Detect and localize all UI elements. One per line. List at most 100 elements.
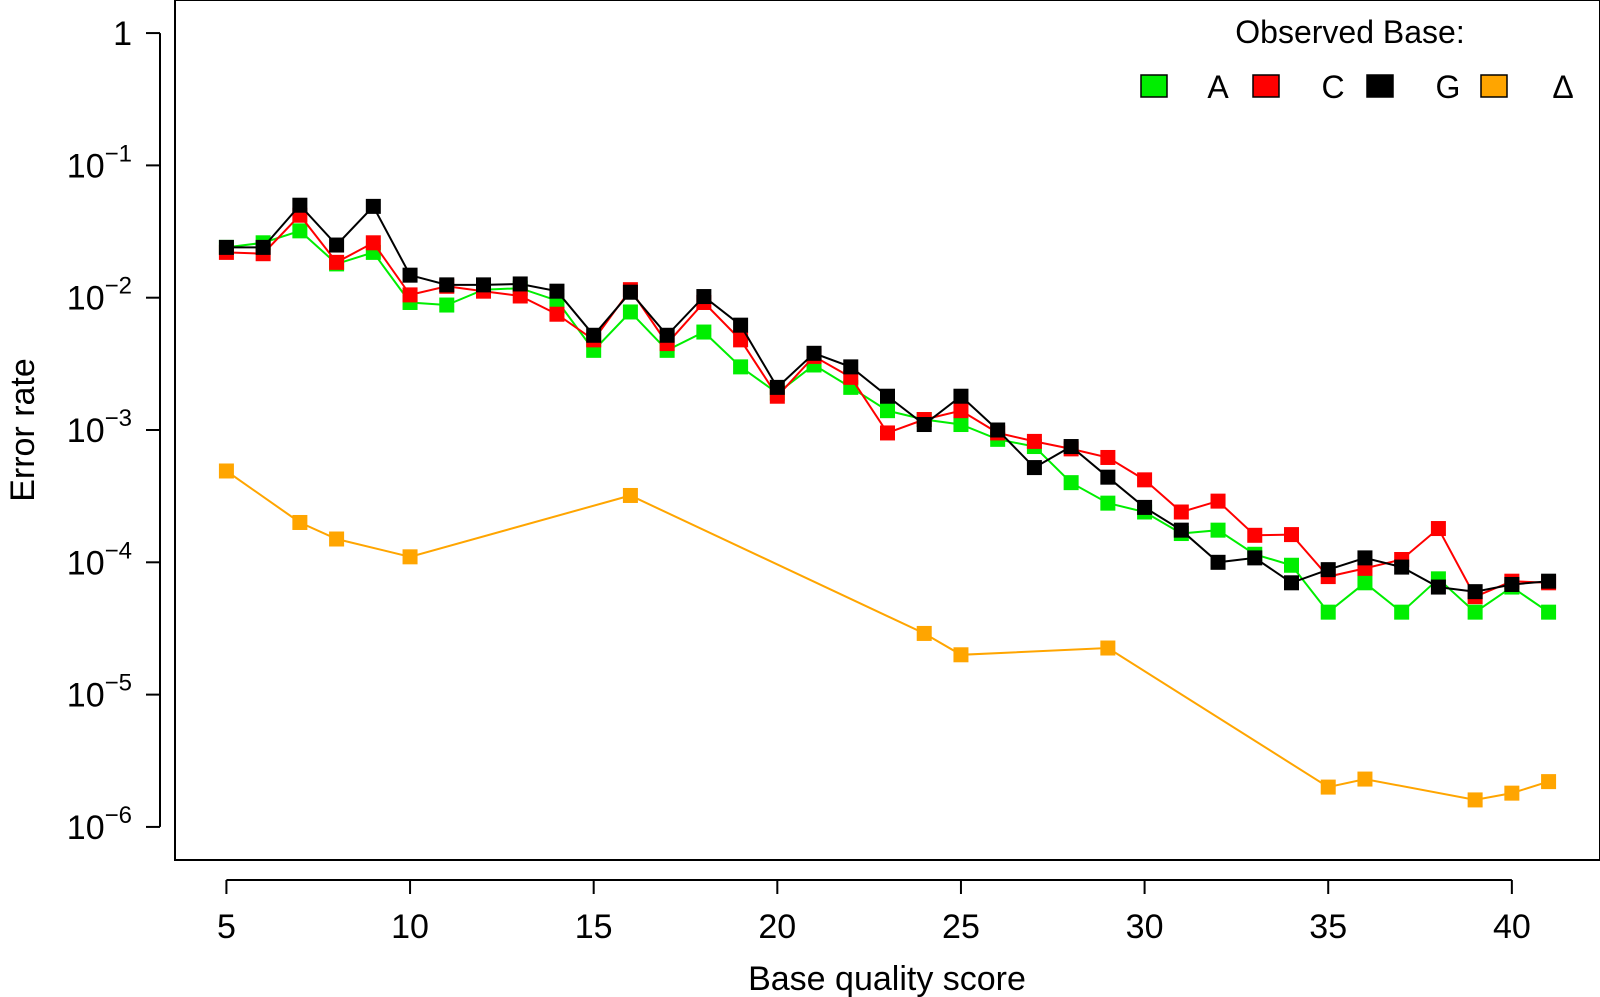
data-point (916, 625, 932, 641)
legend-label: Δ (1552, 69, 1573, 105)
data-point (1320, 779, 1336, 795)
data-point (549, 283, 565, 299)
data-point (1137, 472, 1153, 488)
data-point (365, 235, 381, 251)
legend: Observed Base: A C G Δ (1140, 14, 1574, 105)
legend-swatch (1366, 74, 1394, 98)
y-tick-label: 10−2 (67, 273, 132, 318)
legend-swatch (1140, 74, 1168, 98)
data-point (1357, 550, 1373, 566)
x-tick-label: 40 (1493, 908, 1531, 946)
data-point (1430, 521, 1446, 537)
data-point (329, 237, 345, 253)
series-layer (218, 197, 1557, 808)
y-tick-exponent: −2 (105, 273, 132, 300)
data-point (1137, 499, 1153, 515)
data-point (1210, 554, 1226, 570)
data-point (1504, 576, 1520, 592)
y-tick-label: 10−6 (67, 802, 132, 847)
data-point (218, 239, 234, 255)
data-point (953, 647, 969, 663)
data-point (476, 277, 492, 293)
data-point (1100, 640, 1116, 656)
y-axis-label: Error rate (4, 358, 42, 502)
data-point (218, 463, 234, 479)
data-point (1541, 573, 1557, 589)
data-point (439, 277, 455, 293)
data-point (880, 425, 895, 441)
data-point (696, 289, 712, 305)
data-point (659, 327, 675, 343)
y-tick-exponent: −1 (105, 140, 132, 167)
data-point (439, 297, 455, 313)
data-point (880, 403, 895, 419)
data-point (1394, 604, 1410, 620)
legend-label: A (1207, 69, 1229, 105)
data-point (586, 327, 602, 343)
data-point (1320, 604, 1336, 620)
data-point (1430, 579, 1446, 595)
data-point (696, 324, 712, 340)
legend-title: Observed Base: (1235, 14, 1464, 50)
y-tick-exponent: −3 (105, 405, 132, 432)
data-point (1210, 522, 1226, 538)
data-point (1247, 550, 1263, 566)
data-point (292, 197, 308, 213)
data-point (1026, 433, 1042, 449)
data-point (843, 359, 859, 375)
data-point (292, 223, 308, 239)
data-point (1026, 460, 1042, 476)
data-point (1394, 559, 1410, 575)
data-point (622, 284, 638, 300)
data-point (622, 304, 638, 320)
data-point (549, 306, 565, 322)
y-tick-label: 1 (113, 15, 132, 53)
data-point (1320, 562, 1336, 578)
data-point (1063, 475, 1079, 491)
x-tick-label: 15 (575, 908, 613, 946)
data-point (1283, 575, 1299, 591)
data-point (806, 345, 822, 361)
x-tick-label: 5 (217, 908, 236, 946)
data-point (1541, 774, 1557, 790)
data-point (365, 198, 381, 214)
data-point (1467, 604, 1483, 620)
y-tick-label: 10−4 (67, 537, 132, 582)
data-point (1100, 449, 1116, 465)
data-point (769, 379, 785, 395)
data-point (1210, 493, 1226, 509)
data-point (402, 287, 418, 303)
data-point (1173, 504, 1189, 520)
data-point (953, 388, 969, 404)
series-line-3 (225, 470, 1549, 801)
y-tick-label: 10−1 (67, 140, 132, 185)
data-point (329, 254, 345, 270)
data-point (1247, 527, 1263, 543)
x-tick-label: 35 (1309, 908, 1347, 946)
y-axis: 1 10−1 10−2 10−3 10−4 10−5 10−6 (67, 15, 161, 847)
y-tick-label: 10−5 (67, 670, 132, 715)
data-point (329, 531, 345, 547)
series-line-0 (226, 229, 1550, 614)
data-point (512, 276, 528, 292)
legend-label: G (1436, 69, 1461, 105)
data-point (953, 417, 969, 433)
data-point (255, 239, 271, 255)
data-point (990, 422, 1006, 438)
y-tick-exponent: −4 (105, 537, 132, 564)
data-point (1100, 495, 1116, 511)
plot-frame (174, 0, 1600, 861)
data-point (953, 403, 969, 419)
data-point (512, 288, 528, 304)
y-tick-exponent: −5 (105, 670, 132, 697)
legend-label: C (1321, 69, 1344, 105)
x-tick-label: 20 (758, 908, 796, 946)
data-point (402, 267, 418, 283)
data-point (916, 417, 932, 433)
data-point (1063, 439, 1079, 455)
x-axis: 5 10 15 20 25 30 35 40 (217, 879, 1531, 946)
data-point (1283, 557, 1299, 573)
data-point (1467, 792, 1483, 808)
